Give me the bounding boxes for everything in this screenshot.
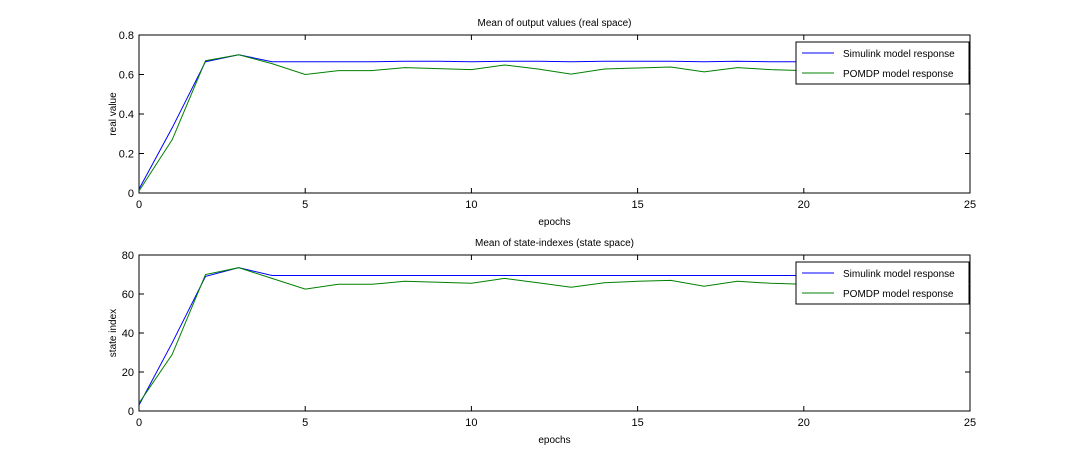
x-tick-label: 10 (465, 417, 477, 429)
y-tick-label: 0.8 (119, 30, 134, 42)
legend-box (795, 261, 970, 305)
legend-box (795, 41, 970, 85)
x-tick-label: 20 (798, 417, 810, 429)
x-tick-label: 0 (136, 199, 142, 211)
y-tick-label: 0 (128, 188, 134, 200)
y-axis-label: real value (108, 92, 119, 136)
subplot-1: 0 5 10 15 20 25 0 0.2 0.4 0.6 0.8 Mean of output va… (108, 18, 976, 228)
y-tick-label: 20 (122, 367, 134, 379)
x-tick-label: 10 (465, 199, 477, 211)
legend: Simulink model response POMDP model respo… (795, 41, 970, 85)
legend-label: Simulink model response (843, 269, 955, 280)
x-tick-label: 5 (302, 417, 308, 429)
x-tick-label: 0 (136, 417, 142, 429)
x-tick-label: 15 (631, 199, 643, 211)
legend-label: POMDP model response (843, 289, 954, 300)
legend-label: POMDP model response (843, 69, 954, 80)
chart-title: Mean of output values (real space) (478, 18, 632, 29)
y-tick-label: 0.4 (119, 109, 134, 121)
x-axis-label: epochs (538, 435, 570, 446)
legend: Simulink model response POMDP model respo… (795, 261, 970, 305)
x-tick-label: 25 (964, 417, 976, 429)
y-tick-label: 0.2 (119, 149, 134, 161)
subplot-2: 0 5 10 15 20 25 0 20 40 60 80 Mean of state-indexes… (108, 238, 976, 446)
x-axis-label: epochs (538, 217, 570, 228)
y-axis-label: state index (108, 309, 119, 357)
x-tick-label: 20 (798, 199, 810, 211)
x-tick-label: 5 (302, 199, 308, 211)
y-tick-label: 40 (122, 328, 134, 340)
x-tick-label: 25 (964, 199, 976, 211)
chart-title: Mean of state-indexes (state space) (475, 238, 634, 249)
y-tick-label: 60 (122, 289, 134, 301)
legend-label: Simulink model response (843, 49, 955, 60)
x-tick-label: 15 (631, 417, 643, 429)
y-tick-label: 0.6 (119, 70, 134, 82)
y-tick-label: 80 (122, 250, 134, 262)
y-tick-label: 0 (128, 406, 134, 418)
